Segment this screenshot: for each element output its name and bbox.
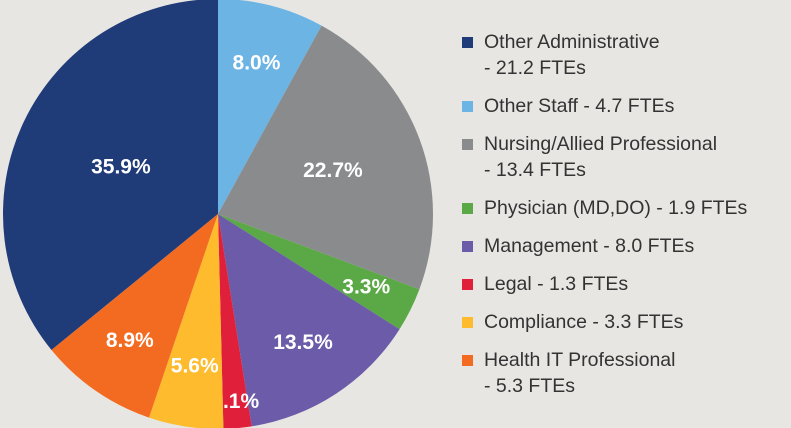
slice-label: 35.9% <box>91 155 151 178</box>
pie-slice <box>218 214 420 330</box>
legend-label: Other Staff - 4.7 FTEs <box>484 95 675 117</box>
legend-item: Management - 8.0 FTEs <box>462 233 787 259</box>
pie-slice <box>51 214 218 418</box>
slice-label: 8.0% <box>233 52 281 75</box>
legend-label: Other Administrative - 21.2 FTEs <box>484 31 660 79</box>
legend-swatch <box>462 139 473 150</box>
legend-swatch <box>462 37 473 48</box>
pie-slice <box>218 214 252 428</box>
pie-slice <box>3 0 218 351</box>
legend-swatch <box>462 279 473 290</box>
legend-swatch <box>462 317 473 328</box>
legend-label: Physician (MD,DO) - 1.9 FTEs <box>484 197 748 219</box>
slice-label: 8.9% <box>106 329 154 352</box>
legend-item: Compliance - 3.3 FTEs <box>462 309 787 335</box>
pie-slice <box>218 214 400 427</box>
legend-item: Health IT Professional - 5.3 FTEs <box>462 347 787 399</box>
legend-swatch <box>462 101 473 112</box>
legend-item: Physician (MD,DO) - 1.9 FTEs <box>462 195 787 221</box>
legend-label: Legal - 1.3 FTEs <box>484 273 629 295</box>
slice-label: 2.1% <box>211 390 259 413</box>
pie-slice <box>148 214 224 428</box>
legend-label: Nursing/Allied Professional - 13.4 FTEs <box>484 133 718 181</box>
legend: Other Administrative - 21.2 FTEs Other St… <box>462 29 787 411</box>
legend-item: Nursing/Allied Professional - 13.4 FTEs <box>462 131 787 183</box>
pie-chart: 35.9% 8.0% 22.7% 3.3% 13.5% 2.1% 5.6% 8.9% <box>3 0 433 428</box>
legend-swatch <box>462 355 473 366</box>
legend-swatch <box>462 203 473 214</box>
slice-label: 22.7% <box>303 159 363 182</box>
legend-item: Other Administrative - 21.2 FTEs <box>462 29 787 81</box>
legend-label: Health IT Professional - 5.3 FTEs <box>484 349 676 397</box>
legend-label: Compliance - 3.3 FTEs <box>484 311 684 333</box>
pie-slice <box>218 0 322 214</box>
legend-item: Legal - 1.3 FTEs <box>462 271 787 297</box>
slice-label: 13.5% <box>273 331 333 354</box>
legend-swatch <box>462 241 473 252</box>
legend-label: Management - 8.0 FTEs <box>484 235 695 257</box>
legend-item: Other Staff - 4.7 FTEs <box>462 93 787 119</box>
pie-slice <box>218 25 433 290</box>
slice-label: 3.3% <box>342 275 390 298</box>
slice-label: 5.6% <box>171 355 219 378</box>
